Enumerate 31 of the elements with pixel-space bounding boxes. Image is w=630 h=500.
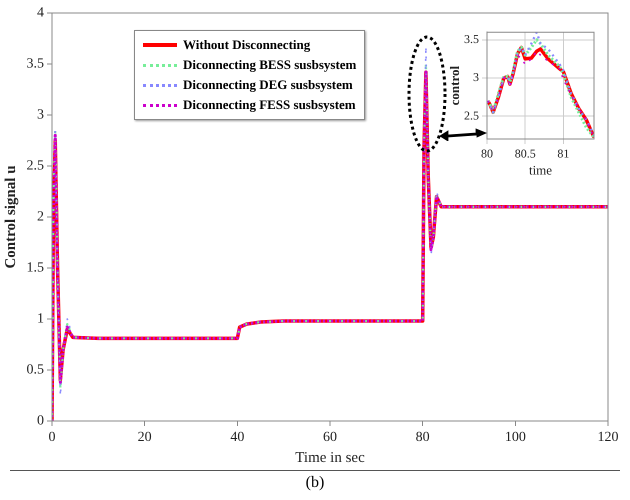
x-tick-label: 40 (230, 430, 244, 446)
x-tick-label: 80 (416, 430, 430, 446)
y-tick-label: 0 (37, 414, 44, 429)
y-tick-label: 2.5 (26, 158, 44, 174)
x-tick-label: 80.5 (514, 146, 536, 160)
y-tick-label: 1.5 (26, 260, 44, 276)
y-tick-label: 3.5 (464, 32, 479, 46)
y-tick-label: 3.5 (26, 56, 44, 72)
x-axis-title: time (528, 162, 552, 178)
x-axis-title: Time in sec (295, 450, 366, 466)
y-tick-label: 2 (37, 210, 44, 225)
y-tick-label: 3 (473, 70, 479, 84)
x-tick-label: 60 (323, 430, 337, 446)
y-tick-label: 2.5 (464, 108, 479, 122)
y-tick-label: 4 (37, 6, 44, 21)
legend-label: Diconnecting FESS susbsystem (183, 97, 356, 113)
y-tick-label: 3 (37, 108, 44, 123)
x-tick-label: 80 (481, 146, 493, 160)
legend-label: Without Disconnecting (183, 37, 310, 53)
y-tick-label: 0.5 (26, 362, 44, 378)
x-tick-label: 20 (138, 430, 152, 446)
legend-label: Diconnecting BESS susbsystem (183, 57, 356, 73)
legend-label: Diconnecting DEG susbsystem (183, 77, 353, 93)
y-axis-title: Control signal u (2, 165, 19, 269)
y-tick-label: 1 (37, 312, 44, 327)
x-tick-label: 120 (598, 430, 618, 446)
text: (b) (10, 470, 620, 492)
x-tick-label: 100 (504, 430, 526, 446)
x-tick-label: 81 (557, 146, 570, 160)
x-tick-label: 0 (48, 430, 56, 446)
y-axis-title: control (447, 65, 462, 106)
